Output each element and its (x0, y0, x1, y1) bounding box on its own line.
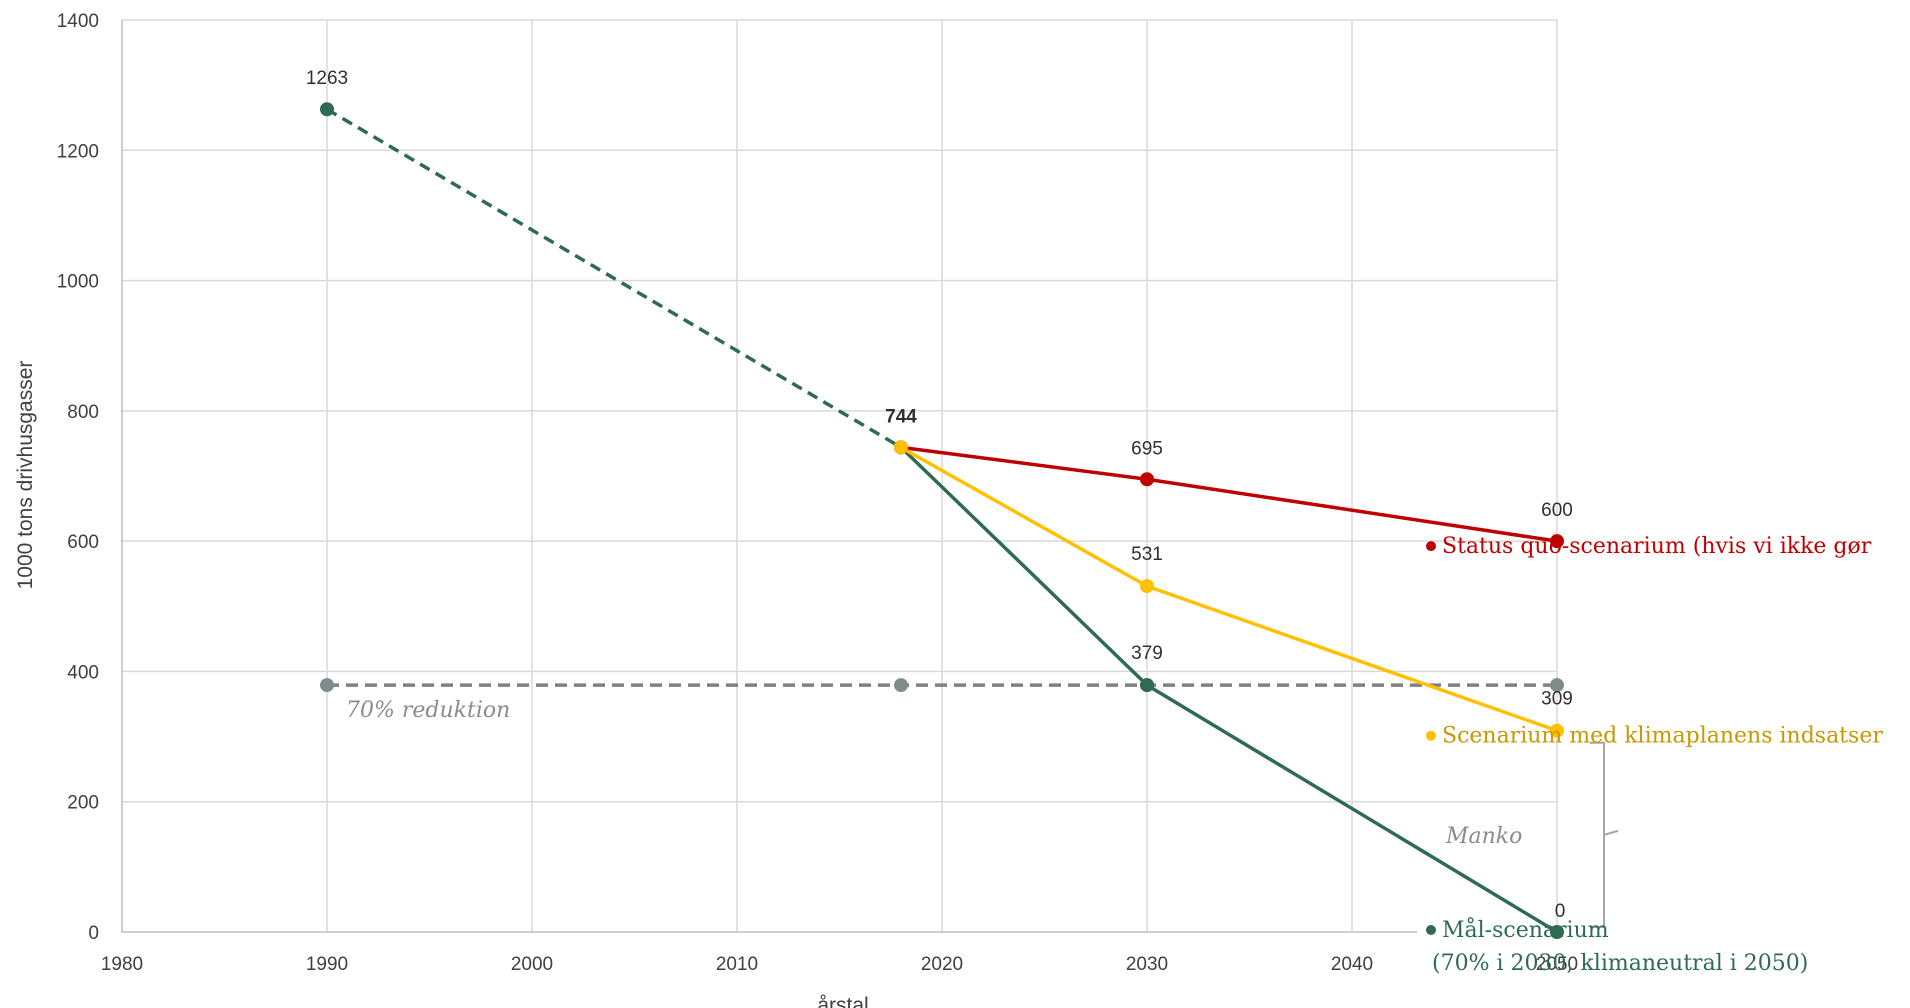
gap-bracket (1590, 741, 1619, 928)
plan-data-label: 531 (1131, 544, 1163, 565)
reduction-point (894, 678, 908, 693)
gap-annotation: Manko (1445, 824, 1522, 849)
status-quo-data-label: 600 (1541, 500, 1573, 521)
legend-goal-marker (1426, 925, 1436, 935)
reduction-point (320, 678, 334, 693)
y-axis-title: 1000 tons drivhusgasser (14, 361, 37, 590)
goal-point (320, 102, 334, 117)
status-quo-point (1550, 534, 1564, 549)
x-axis-title: årstal (817, 994, 868, 1008)
plan-point (1550, 723, 1564, 738)
legend-goal-label-line2: (70% i 2030, klimaneutral i 2050) (1432, 951, 1808, 976)
x-tick-label: 2040 (1331, 954, 1373, 975)
x-tick-label: 2010 (716, 954, 758, 975)
data-labels: 1263 744 379 0 695 600 531 309 (306, 68, 1619, 928)
plan-point (894, 440, 908, 455)
goal-line-historic (326, 107, 902, 449)
y-tick-label: 800 (67, 402, 99, 423)
legend: Status quo-scenarium (hvis vi ikke gør Sc… (1426, 534, 1883, 976)
y-tick-label: 200 (67, 793, 99, 814)
legend-plan-marker (1426, 730, 1436, 741)
axes: 1980 1990 2000 2010 2020 2030 2040 2050 0 200 400 6… (57, 11, 1578, 975)
x-tick-label: 1990 (306, 954, 348, 975)
plan-line (900, 445, 1558, 733)
legend-goal-label: Mål-scenarium (1442, 916, 1609, 943)
y-tick-label: 400 (67, 662, 99, 683)
series-layer (320, 102, 1564, 939)
y-tick-label: 1200 (57, 141, 99, 162)
y-tick-label: 600 (67, 532, 99, 553)
y-tick-label: 1400 (57, 11, 99, 32)
goal-point (1550, 925, 1564, 939)
x-tick-label: 2000 (511, 954, 553, 975)
reduction-annotation: 70% reduktion (346, 698, 510, 723)
y-tick-label: 0 (88, 923, 99, 944)
reduction-point (1550, 678, 1564, 693)
goal-data-label: 1263 (306, 68, 348, 89)
legend-status-quo-marker (1426, 541, 1436, 552)
goal-point (1140, 678, 1154, 693)
goal-data-label: 379 (1131, 643, 1163, 664)
goal-data-label: 0 (1555, 901, 1566, 922)
x-tick-label: 2020 (921, 954, 963, 975)
status-quo-data-label: 695 (1131, 438, 1163, 459)
x-tick-label: 2030 (1126, 954, 1168, 975)
status-quo-point (1140, 472, 1154, 487)
y-tick-label: 1000 (57, 272, 99, 293)
plan-point (1140, 579, 1154, 594)
x-tick-label: 2050 (1536, 954, 1578, 975)
legend-plan-label: Scenarium med klimaplanens indsatser (1442, 724, 1883, 749)
goal-data-label: 744 (885, 406, 917, 427)
x-tick-label: 1980 (101, 954, 143, 975)
legend-status-quo-label: Status quo-scenarium (hvis vi ikke gør (1442, 534, 1872, 559)
plan-data-label: 309 (1541, 689, 1573, 710)
status-quo-line (900, 445, 1558, 543)
goal-line (899, 446, 1558, 934)
grid (122, 19, 1558, 932)
